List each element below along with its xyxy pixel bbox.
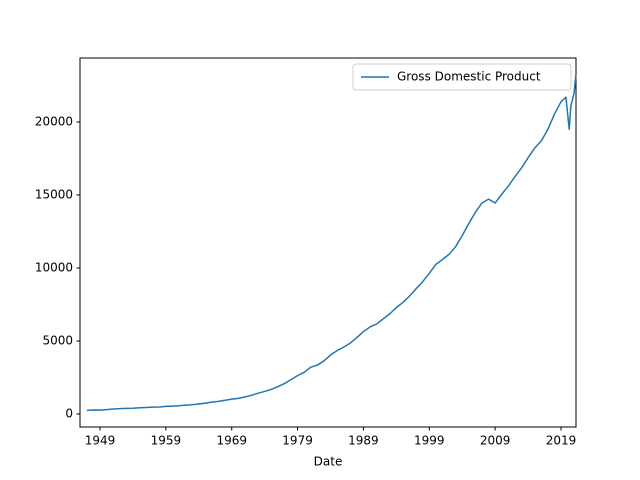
y-tick-label: 5000 xyxy=(42,333,73,347)
x-tick-label: 1989 xyxy=(348,434,379,448)
x-tick-label: 1979 xyxy=(282,434,313,448)
x-tick-label: 1999 xyxy=(414,434,445,448)
legend-label: Gross Domestic Product xyxy=(397,70,541,84)
x-axis-label: Date xyxy=(314,455,343,469)
y-tick-label: 20000 xyxy=(35,114,73,128)
y-tick-label: 10000 xyxy=(35,260,73,274)
x-tick-label: 1969 xyxy=(216,434,247,448)
legend-box xyxy=(352,63,572,91)
x-tick-label: 2019 xyxy=(546,434,577,448)
line-series xyxy=(86,75,577,412)
x-tick-label: 1949 xyxy=(85,434,116,448)
plot-frame xyxy=(79,57,577,428)
x-tick-label: 2009 xyxy=(480,434,511,448)
y-tick-label: 15000 xyxy=(35,187,73,201)
x-tick-label: 1959 xyxy=(151,434,182,448)
y-tick-label: 0 xyxy=(65,407,73,421)
